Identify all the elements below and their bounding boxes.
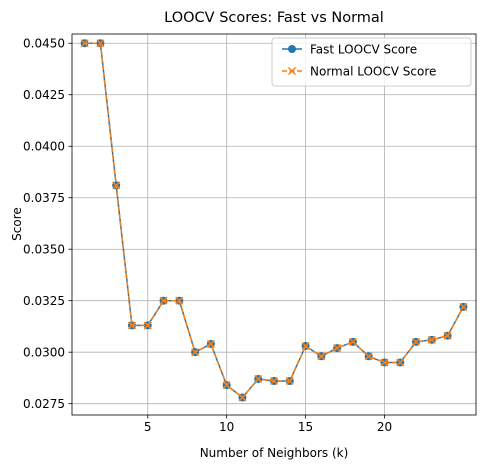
x-tick-label: 20: [377, 420, 392, 434]
data-point-normal: [380, 358, 389, 367]
x-axis-label: Number of Neighbors (k): [200, 446, 349, 460]
data-point-normal: [80, 39, 89, 48]
legend-box: [271, 37, 472, 87]
legend-fast-marker: [288, 45, 296, 53]
y-tick-label: 0.0400: [23, 140, 65, 154]
y-axis-label: Score: [10, 207, 24, 241]
data-point-normal: [143, 321, 152, 330]
grid-lines: [72, 34, 476, 415]
y-axis-ticks: 0.0275 0.0300 0.0325 0.0350 0.0375 0.0400 0.04…: [23, 37, 72, 411]
data-point-normal: [443, 331, 452, 340]
x-tick-label: 15: [298, 420, 313, 434]
x-tick-label: 10: [219, 420, 234, 434]
y-tick-label: 0.0275: [23, 397, 65, 411]
data-point-normal: [112, 181, 121, 190]
data-point-normal: [238, 393, 247, 402]
data-point-normal: [348, 337, 357, 346]
data-point-normal: [301, 341, 310, 351]
x-tick-label: 5: [144, 420, 152, 434]
series-normal: [80, 39, 468, 402]
data-point-normal: [191, 348, 200, 357]
data-point-normal: [269, 376, 279, 386]
data-point-normal: [333, 344, 342, 353]
legend: Fast LOOCV Score Normal LOOCV Score: [271, 37, 472, 87]
data-point-normal: [364, 352, 373, 361]
legend-normal-marker: [287, 66, 297, 76]
chart-title: LOOCV Scores: Fast vs Normal: [164, 10, 384, 26]
x-axis-ticks: 5 10 15 20: [144, 415, 392, 434]
y-tick-label: 0.0300: [23, 345, 65, 359]
data-point-normal: [285, 376, 294, 386]
data-point-normal: [159, 296, 168, 305]
y-tick-label: 0.0350: [23, 243, 65, 257]
data-point-normal: [427, 335, 436, 344]
data-point-normal: [222, 381, 231, 390]
plot-area-frame: [71, 33, 477, 416]
legend-fast-label: Fast LOOCV Score: [310, 43, 417, 57]
data-point-normal: [96, 39, 105, 48]
data-point-normal: [206, 339, 215, 348]
data-point-normal: [317, 352, 326, 361]
legend-normal-label: Normal LOOCV Score: [310, 65, 436, 79]
y-tick-label: 0.0450: [23, 37, 65, 51]
data-point-normal: [459, 302, 468, 311]
y-tick-label: 0.0375: [23, 191, 65, 205]
series-group: [80, 39, 468, 402]
data-point-normal: [127, 321, 136, 330]
data-point-normal: [396, 358, 405, 367]
data-point-normal: [254, 374, 263, 383]
data-point-normal: [412, 337, 421, 346]
y-tick-label: 0.0425: [23, 88, 65, 102]
data-point-normal: [175, 296, 184, 305]
y-tick-label: 0.0325: [23, 294, 65, 308]
